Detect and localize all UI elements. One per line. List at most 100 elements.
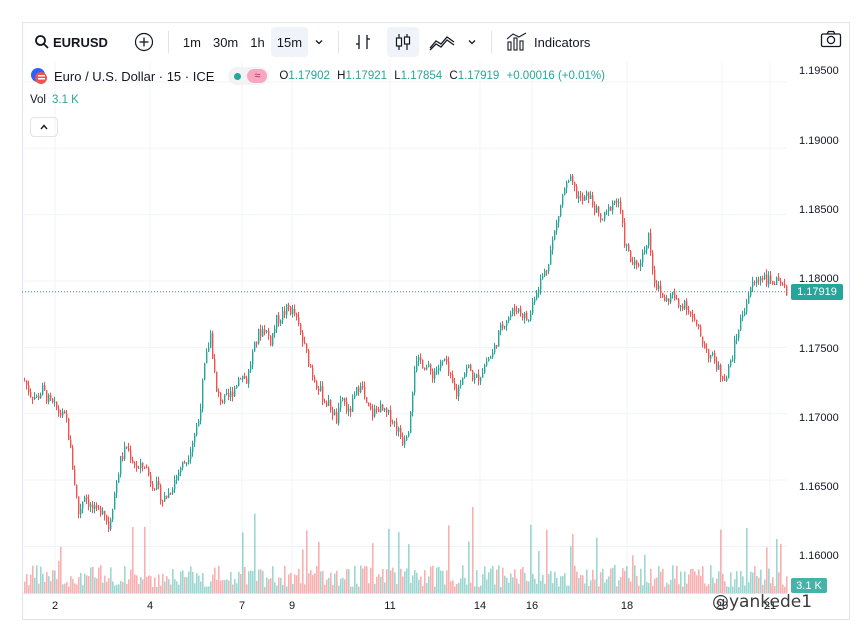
- area-style-button[interactable]: [423, 27, 461, 57]
- volume-bar: [80, 572, 82, 593]
- candle-body: [38, 395, 40, 399]
- candle-body: [462, 377, 464, 385]
- volume-bar: [634, 565, 636, 593]
- volume-bar: [664, 586, 666, 593]
- volume-bar: [656, 577, 658, 593]
- volume-bar: [426, 583, 428, 593]
- price-axis[interactable]: 1.19500 1.19000 1.18500 1.18000 1.17500 …: [787, 62, 849, 593]
- volume-bar: [534, 578, 536, 593]
- volume-bar: [294, 574, 296, 593]
- snapshot-button[interactable]: [820, 30, 842, 53]
- separator: [338, 31, 340, 53]
- volume-bar: [356, 583, 358, 593]
- time-axis[interactable]: 2 4 7 9 11 14 16 18 20 21: [22, 593, 787, 620]
- candle-body: [194, 434, 196, 443]
- volume-bar: [576, 571, 578, 593]
- volume-bar: [408, 544, 410, 593]
- volume-bar: [776, 538, 778, 593]
- volume-bar: [256, 580, 258, 593]
- candle-body: [768, 275, 770, 285]
- candle-body: [758, 279, 760, 281]
- volume-bar: [312, 575, 314, 593]
- interval-15m[interactable]: 15m: [270, 27, 309, 57]
- volume-bar: [702, 566, 704, 593]
- volume-bar: [490, 568, 492, 593]
- candle-body: [564, 188, 566, 196]
- volume-bar: [306, 530, 308, 593]
- volume-bar: [440, 570, 442, 593]
- volume-legend[interactable]: Vol 3.1 K: [30, 94, 79, 106]
- interval-30m[interactable]: 30m: [207, 27, 244, 57]
- candle-body: [770, 275, 772, 282]
- volume-bar: [530, 524, 532, 593]
- interval-1m[interactable]: 1m: [177, 27, 207, 57]
- candle-body: [318, 388, 320, 392]
- interval-1h[interactable]: 1h: [244, 27, 270, 57]
- volume-bar: [482, 574, 484, 593]
- candle-body: [656, 283, 658, 290]
- candle-body: [292, 308, 294, 314]
- volume-bar: [340, 578, 342, 593]
- chart-type-dropdown[interactable]: [461, 27, 483, 57]
- candle-body: [82, 501, 84, 509]
- volume-bar: [618, 580, 620, 593]
- volume-bar: [464, 577, 466, 593]
- candle-body: [664, 296, 666, 301]
- volume-bar: [780, 543, 782, 593]
- market-status-badge[interactable]: ≈: [228, 67, 270, 85]
- volume-bar: [314, 573, 316, 593]
- candle-body: [510, 314, 512, 318]
- candle-body: [344, 398, 346, 402]
- indicators-button[interactable]: Indicators: [500, 27, 596, 57]
- volume-bar: [772, 577, 774, 593]
- candle-body: [198, 421, 200, 427]
- candle-body: [660, 285, 662, 294]
- symbol-search[interactable]: EURUSD: [28, 27, 114, 57]
- volume-bar: [604, 582, 606, 593]
- candle-body: [224, 394, 226, 403]
- candle-body: [130, 450, 132, 460]
- volume-bar: [410, 582, 412, 593]
- candle-body: [256, 341, 258, 344]
- chevron-down-icon: [468, 40, 476, 45]
- candle-body: [360, 386, 362, 393]
- candle-body: [608, 206, 610, 212]
- candle-body: [670, 295, 672, 303]
- volume-bar: [508, 582, 510, 593]
- candle-body: [494, 345, 496, 353]
- candles-style-button[interactable]: [387, 27, 420, 57]
- candle-body: [26, 380, 28, 385]
- volume-bar: [660, 571, 662, 593]
- bars-style-button[interactable]: [347, 27, 379, 57]
- interval-dropdown[interactable]: [308, 27, 330, 57]
- candle-body: [762, 277, 764, 280]
- candle-body: [580, 195, 582, 197]
- indicators-label: Indicators: [534, 34, 591, 50]
- volume-bar: [610, 568, 612, 593]
- volume-bar: [328, 577, 330, 593]
- volume-bar: [232, 584, 234, 593]
- candle-body: [122, 456, 124, 460]
- candle-body: [204, 363, 206, 380]
- candle-body: [504, 326, 506, 328]
- volume-bar: [488, 572, 490, 593]
- volume-bar: [570, 546, 572, 593]
- volume-bar: [724, 581, 726, 593]
- compare-button[interactable]: [128, 27, 160, 57]
- candle-body: [144, 466, 146, 468]
- series-title[interactable]: Euro / U.S. Dollar · 15 · ICE: [54, 68, 215, 84]
- candle-body: [354, 394, 356, 399]
- candle-body: [550, 249, 552, 265]
- candle-body: [174, 479, 176, 490]
- candle-body: [468, 364, 470, 368]
- candle-body: [274, 328, 276, 334]
- volume-bar: [208, 586, 210, 593]
- volume-bar: [76, 584, 78, 593]
- candle-body: [246, 378, 248, 384]
- collapse-legend-button[interactable]: [30, 117, 58, 137]
- candle-body: [222, 401, 224, 403]
- volume-bar: [686, 583, 688, 593]
- volume-bar: [718, 571, 720, 593]
- candle-body: [722, 376, 724, 380]
